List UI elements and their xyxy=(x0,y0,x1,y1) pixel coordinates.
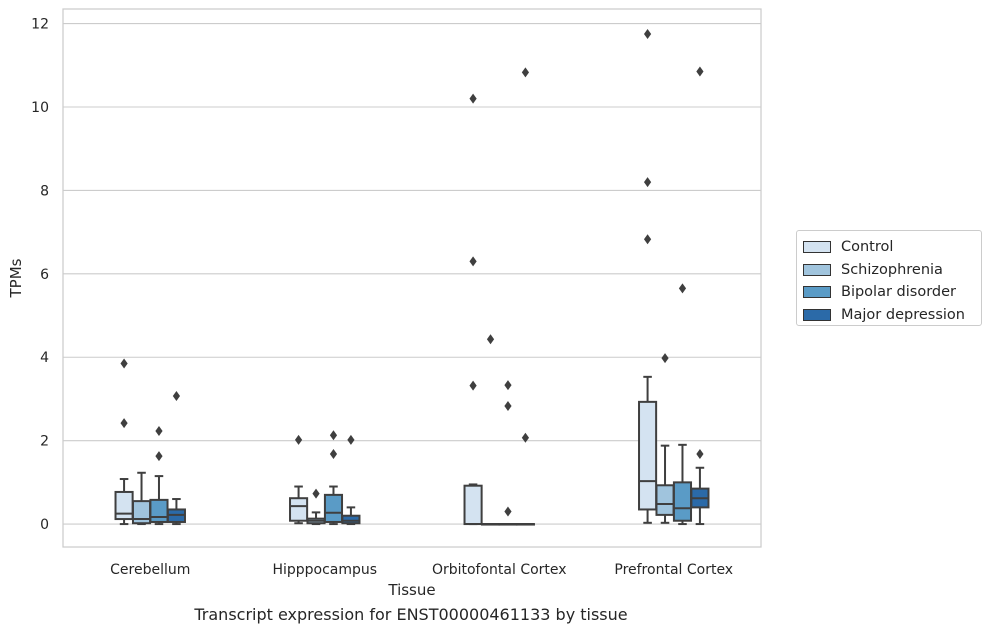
box xyxy=(498,380,518,526)
outlier-point xyxy=(294,434,303,445)
legend-swatch xyxy=(803,308,831,321)
x-tick-label: Orbitofontal Cortex xyxy=(432,562,567,578)
outlier-point xyxy=(329,430,338,441)
outlier-point xyxy=(643,234,652,245)
plot-frame xyxy=(62,8,762,548)
legend-swatch xyxy=(803,241,831,254)
box-iqr xyxy=(289,497,309,522)
box xyxy=(323,430,344,526)
legend-item: Bipolar disorder xyxy=(803,281,981,304)
outlier-point xyxy=(469,380,477,391)
legend-label: Bipolar disorder xyxy=(841,284,956,301)
box xyxy=(341,434,361,526)
outlier-point xyxy=(521,67,530,78)
box-iqr xyxy=(463,484,483,526)
box xyxy=(166,391,186,526)
outlier-point xyxy=(469,256,477,267)
outlier-point xyxy=(172,391,181,402)
box xyxy=(149,426,169,526)
outlier-point xyxy=(504,506,512,517)
y-tick-label: 10 xyxy=(31,100,49,116)
box-iqr xyxy=(638,400,658,511)
outlier-point xyxy=(504,380,512,391)
legend: Control Schizophrenia Bipolar disorder Majo… xyxy=(796,230,982,326)
outlier-point xyxy=(155,426,163,437)
outlier-point xyxy=(329,448,338,459)
box-iqr xyxy=(655,484,675,516)
legend-item: Schizophrenia xyxy=(803,259,981,282)
outlier-point xyxy=(521,432,530,443)
box xyxy=(655,353,675,524)
box-iqr xyxy=(341,514,361,525)
box-iqr xyxy=(323,493,344,523)
outlier-point xyxy=(469,93,477,104)
box xyxy=(289,434,309,525)
x-axis-label: Tissue xyxy=(387,581,435,599)
legend-swatch xyxy=(803,286,831,299)
y-tick-label: 8 xyxy=(40,183,49,199)
box-iqr xyxy=(114,490,134,521)
outlier-point xyxy=(643,177,652,188)
legend-label: Schizophrenia xyxy=(841,261,943,278)
grid-lines xyxy=(63,23,761,525)
outlier-point xyxy=(120,418,128,429)
box xyxy=(131,471,152,526)
legend-item: Major depression xyxy=(803,304,981,327)
series-major-depression xyxy=(166,66,710,526)
box xyxy=(463,93,483,526)
y-axis-ticks: 0 2 4 6 8 10 12 xyxy=(31,17,49,533)
box-iqr xyxy=(672,481,693,522)
series-control xyxy=(114,29,658,526)
y-tick-label: 4 xyxy=(40,350,49,366)
outlier-point xyxy=(661,353,669,364)
box xyxy=(480,334,501,526)
box-iqr xyxy=(149,498,169,523)
x-axis-ticks: Cerebellum Hipppocampus Orbitofontal Corte… xyxy=(110,562,733,578)
series-bipolar-disorder xyxy=(149,283,693,526)
outlier-point xyxy=(696,448,704,459)
x-tick-label: Hipppocampus xyxy=(272,562,377,578)
outlier-point xyxy=(155,451,163,462)
box xyxy=(306,488,326,526)
y-tick-label: 12 xyxy=(31,17,49,33)
y-tick-label: 0 xyxy=(40,517,49,533)
x-tick-label: Cerebellum xyxy=(110,562,190,578)
outlier-point xyxy=(643,29,652,40)
y-axis-label: TPMs xyxy=(7,258,25,298)
outlier-point xyxy=(504,401,512,412)
outlier-point xyxy=(486,334,495,345)
box xyxy=(690,66,710,526)
outlier-point xyxy=(120,358,128,369)
box xyxy=(672,283,693,526)
series-schizophrenia xyxy=(131,334,675,526)
x-tick-label: Prefrontal Cortex xyxy=(614,562,733,578)
legend-swatch xyxy=(803,263,831,276)
outlier-point xyxy=(347,434,355,445)
outlier-point xyxy=(696,66,704,77)
legend-label: Major depression xyxy=(841,306,965,323)
box xyxy=(114,358,134,526)
y-tick-label: 6 xyxy=(40,267,49,283)
legend-item: Control xyxy=(803,236,981,259)
y-tick-label: 2 xyxy=(40,434,49,450)
outlier-point xyxy=(312,488,320,499)
outlier-point xyxy=(678,283,687,294)
chart-title: Transcript expression for ENST0000046113… xyxy=(194,605,628,624)
box-series xyxy=(114,29,710,526)
legend-label: Control xyxy=(841,239,894,256)
box xyxy=(638,29,658,524)
box xyxy=(515,67,535,526)
